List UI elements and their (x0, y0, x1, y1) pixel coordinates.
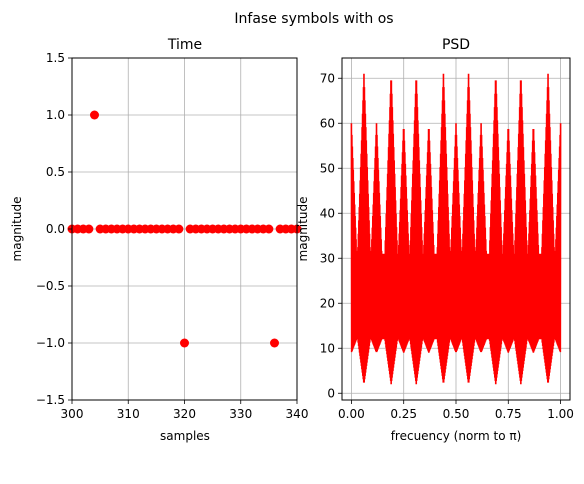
psd-xlabel-text: frecuency (norm to π) (391, 429, 522, 443)
time-ytick-label: −1.5 (36, 393, 65, 407)
figure-suptitle: Infase symbols with os (234, 11, 393, 27)
psd-ytick-label: 0 (327, 386, 335, 400)
time-ytick-label: −0.5 (36, 279, 65, 293)
psd-xtick-label: 1.00 (547, 407, 574, 421)
time-xtick-label: 330 (229, 407, 252, 421)
time-title: Time (167, 37, 202, 53)
time-data-point (84, 224, 94, 234)
time-ytick-label: 0.5 (46, 165, 65, 179)
time-xtick-label: 340 (286, 407, 309, 421)
time-data-point (264, 224, 274, 234)
psd-xlabel: frecuency (norm to π) (391, 429, 522, 443)
time-series (67, 110, 302, 348)
time-data-point (90, 110, 99, 120)
psd-ylabel: magnitude (296, 197, 310, 262)
psd-ytick-label: 40 (320, 206, 335, 220)
time-ytick-label: −1.0 (36, 336, 65, 350)
time-xlabel: samples (160, 429, 210, 443)
psd-ytick-label: 20 (320, 296, 335, 310)
psd-ytick-label: 30 (320, 251, 335, 265)
time-panel: Time 300 310 320 330 340 1.5 1.0 0.5 0.0 −0.5 −1.0… (10, 37, 308, 443)
psd-ytick-label: 10 (320, 341, 335, 355)
time-xtick-label: 310 (117, 407, 140, 421)
psd-panel: PSD 0.00 0.25 0.50 0.75 1.00706050403020100 … (296, 37, 574, 443)
time-xtick-label: 320 (173, 407, 196, 421)
time-ticks: 300 310 320 330 340 1.5 1.0 0.5 0.0 −0.5 −1.0 −1.5 (36, 51, 309, 421)
time-ytick-label: 1.0 (46, 108, 65, 122)
time-ytick-label: 1.5 (46, 51, 65, 65)
time-data-point (270, 338, 279, 348)
psd-ticks: 0.00 0.25 0.50 0.75 1.00 70 60 50 40 30 20 10 0 (320, 71, 574, 421)
time-ytick-label: 0.0 (46, 222, 65, 236)
time-ylabel: magnitude (10, 197, 24, 262)
psd-title: PSD (442, 37, 470, 53)
psd-ytick-label: 50 (320, 161, 335, 175)
psd-ytick-label: 60 (320, 116, 335, 130)
psd-xtick-label: 0.25 (390, 407, 417, 421)
psd-ytick-label: 70 (320, 71, 335, 85)
psd-series-line (350, 73, 562, 385)
psd-xtick-label: 0.50 (443, 407, 470, 421)
time-xtick-label: 300 (61, 407, 84, 421)
time-data-point (180, 338, 189, 348)
psd-xtick-label: 0.75 (495, 407, 522, 421)
time-data-point (174, 224, 184, 234)
psd-xtick-label: 0.00 (338, 407, 365, 421)
